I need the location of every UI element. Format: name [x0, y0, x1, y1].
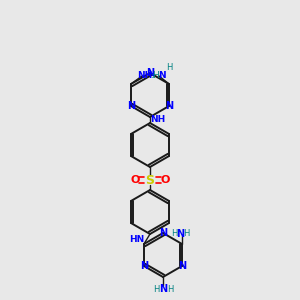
Text: N: N — [165, 101, 173, 111]
Text: NH: NH — [150, 116, 166, 124]
Text: H: H — [171, 230, 177, 238]
Text: ₂: ₂ — [151, 71, 154, 80]
Text: N: N — [159, 284, 167, 294]
Text: N: N — [146, 68, 154, 78]
Text: O: O — [130, 175, 140, 185]
Text: N: N — [178, 261, 186, 271]
Text: NH: NH — [137, 71, 153, 80]
Text: N: N — [140, 261, 148, 271]
Text: H: H — [152, 71, 158, 80]
Text: N: N — [176, 229, 184, 239]
Text: H: H — [183, 230, 189, 238]
Text: H: H — [153, 284, 159, 293]
Text: N: N — [127, 101, 135, 111]
Text: N: N — [158, 71, 166, 80]
Text: O: O — [160, 175, 170, 185]
Text: N: N — [159, 228, 167, 238]
Text: S: S — [146, 173, 154, 187]
Text: HN: HN — [129, 235, 145, 244]
Text: H: H — [166, 64, 172, 73]
Text: H: H — [167, 284, 173, 293]
